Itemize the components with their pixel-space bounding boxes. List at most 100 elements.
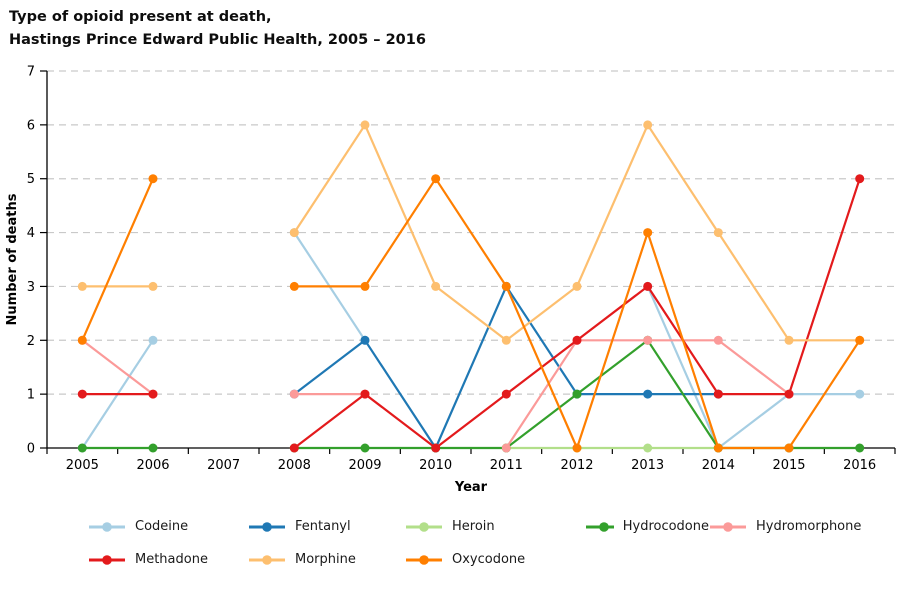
legend-label: Fentanyl [295, 519, 351, 534]
data-point [360, 120, 370, 130]
x-tick-label: 2006 [136, 458, 169, 473]
data-point [643, 281, 653, 291]
legend-swatch-icon [406, 521, 442, 532]
data-point [572, 335, 582, 345]
chart-legend: Codeine Fentanyl Heroin Hydrocodone Hydromor… [88, 519, 898, 567]
legend-label: Hydrocodone [622, 519, 709, 534]
y-tick-label: 6 [27, 118, 35, 133]
legend-swatch-icon [249, 554, 285, 565]
legend-item-codeine: Codeine [88, 519, 248, 534]
data-point [360, 281, 370, 291]
data-point [643, 120, 653, 130]
data-point [784, 335, 794, 345]
data-point [431, 174, 441, 184]
x-tick-label: 2005 [66, 458, 99, 473]
data-point [643, 389, 653, 399]
x-tick-label: 2011 [490, 458, 523, 473]
x-tick-label: 2008 [278, 458, 311, 473]
opioid-deaths-line-chart: 0 1 2 3 4 5 6 7 2005 2006 2007 2008 2009 2010 2011 2012… [5, 65, 896, 495]
data-point [501, 389, 511, 399]
x-tick-label: 2012 [560, 458, 593, 473]
data-point [77, 335, 87, 345]
data-point [148, 389, 158, 399]
data-point [855, 443, 865, 453]
data-point [148, 335, 158, 345]
legend-swatch-icon [89, 521, 125, 532]
legend-item-hydrocodone: Hydrocodone [585, 519, 709, 534]
data-point [643, 228, 653, 238]
legend-swatch-icon [89, 554, 125, 565]
data-point [501, 281, 511, 291]
data-point [289, 443, 299, 453]
y-tick-label: 1 [27, 388, 35, 403]
legend-item-morphine: Morphine [248, 552, 405, 567]
axes: 0 1 2 3 4 5 6 7 2005 2006 2007 2008 2009 2010 2011 2012… [27, 65, 896, 473]
legend-swatch-icon [406, 554, 442, 565]
data-point [77, 443, 87, 453]
data-point [713, 335, 723, 345]
data-point [572, 281, 582, 291]
data-point [713, 389, 723, 399]
series-line [293, 285, 720, 450]
x-tick-label: 2009 [348, 458, 381, 473]
legend-label: Morphine [295, 552, 356, 567]
legend-item-methadone: Methadone [88, 552, 248, 567]
legend-item-hydromorphone: Hydromorphone [709, 519, 898, 534]
legend-label: Heroin [452, 519, 495, 534]
legend-label: Methadone [135, 552, 208, 567]
x-axis-label: Year [454, 480, 488, 495]
data-point [360, 443, 370, 453]
y-tick-label: 7 [27, 65, 35, 80]
data-point [431, 281, 441, 291]
chart-title-line1: Type of opioid present at death, [9, 9, 272, 25]
data-point [572, 389, 582, 399]
legend-swatch-icon [586, 521, 614, 532]
data-point [713, 443, 723, 453]
data-point [148, 281, 158, 291]
legend-label: Codeine [135, 519, 189, 534]
series-oxycodone [77, 174, 865, 453]
legend-label: Hydromorphone [756, 519, 862, 534]
data-point [431, 443, 441, 453]
data-point [289, 228, 299, 238]
x-tick-label: 2016 [843, 458, 876, 473]
y-tick-label: 5 [27, 172, 35, 187]
data-point [784, 389, 794, 399]
legend-swatch-icon [710, 521, 746, 532]
x-tick-label: 2010 [419, 458, 452, 473]
data-point [572, 443, 582, 453]
legend-label: Oxycodone [452, 552, 526, 567]
legend-item-fentanyl: Fentanyl [248, 519, 405, 534]
x-tick-label: 2014 [702, 458, 735, 473]
y-axis-label: Number of deaths [5, 193, 20, 325]
data-point [855, 389, 865, 399]
legend-item-heroin: Heroin [405, 519, 585, 534]
data-point [713, 228, 723, 238]
legend-swatch-icon [249, 521, 285, 532]
y-tick-label: 4 [27, 226, 35, 241]
data-point [855, 174, 865, 184]
data-point [855, 335, 865, 345]
chart-title: Type of opioid present at death, Hasting… [9, 6, 426, 52]
legend-item-oxycodone: Oxycodone [405, 552, 585, 567]
data-point [501, 335, 511, 345]
y-tick-label: 0 [27, 442, 35, 457]
data-point [643, 443, 653, 453]
x-tick-label: 2007 [207, 458, 240, 473]
data-point [360, 389, 370, 399]
y-tick-label: 3 [27, 280, 35, 295]
data-point [360, 335, 370, 345]
data-point [77, 389, 87, 399]
x-tick-label: 2015 [772, 458, 805, 473]
data-point [148, 443, 158, 453]
series-methadone [77, 174, 865, 453]
data-point [148, 174, 158, 184]
data-point [77, 281, 87, 291]
x-tick-label: 2013 [631, 458, 664, 473]
y-tick-label: 2 [27, 334, 35, 349]
data-point [289, 281, 299, 291]
data-point [501, 443, 511, 453]
chart-title-line2: Hastings Prince Edward Public Health, 20… [9, 32, 426, 48]
data-point [784, 443, 794, 453]
data-point [289, 389, 299, 399]
